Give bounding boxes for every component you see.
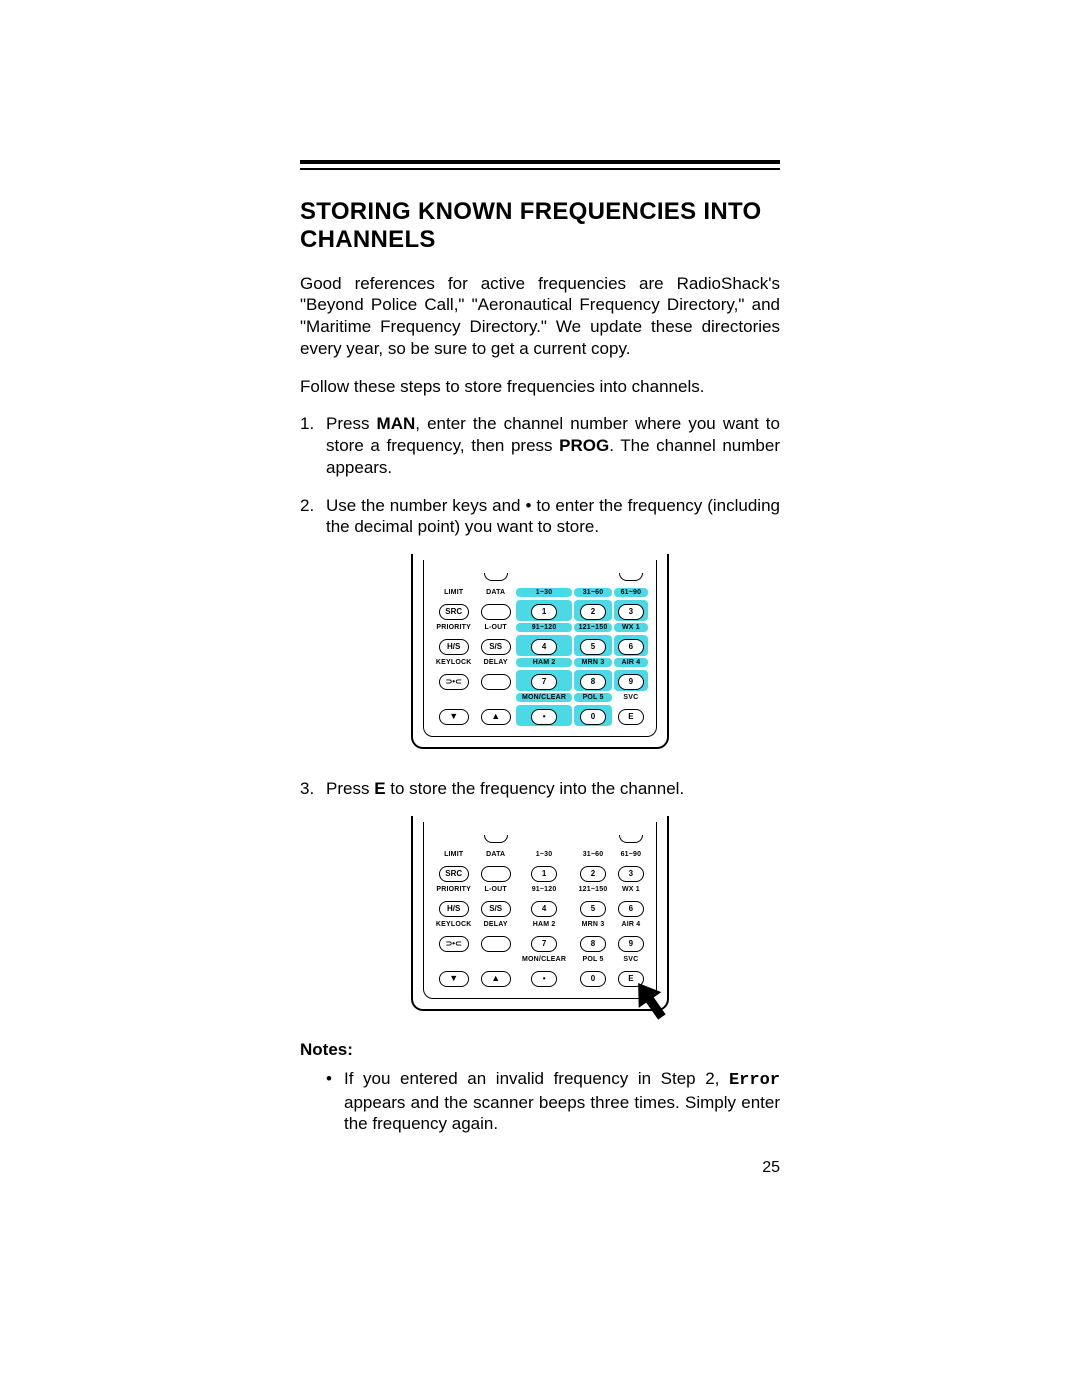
step-3: 3. Press E to store the frequency into t… xyxy=(300,778,780,800)
figure-2-keypad-e-button: LIMITDATA 1~30 31~60 61~90 SRC 1 2 3 PRI… xyxy=(300,816,780,1016)
section-title: STORING KNOWN FREQUENCIES INTO CHANNELS xyxy=(300,198,780,255)
thin-rule xyxy=(300,168,780,170)
step-2: 2. Use the number keys and • to enter th… xyxy=(300,495,780,539)
notes-heading: Notes: xyxy=(300,1040,780,1060)
page-number: 25 xyxy=(762,1159,780,1177)
lead-paragraph: Follow these steps to store frequencies … xyxy=(300,376,780,398)
step-1: 1. Press MAN, enter the channel number w… xyxy=(300,413,780,478)
figure-1-keypad-highlighted: LIMITDATA 1~30 31~60 61~90 SRC 1 2 3 PRI… xyxy=(300,554,780,754)
note-1: If you entered an invalid frequency in S… xyxy=(326,1068,780,1135)
intro-paragraph: Good references for active frequencies a… xyxy=(300,273,780,360)
heavy-rule xyxy=(300,160,780,164)
